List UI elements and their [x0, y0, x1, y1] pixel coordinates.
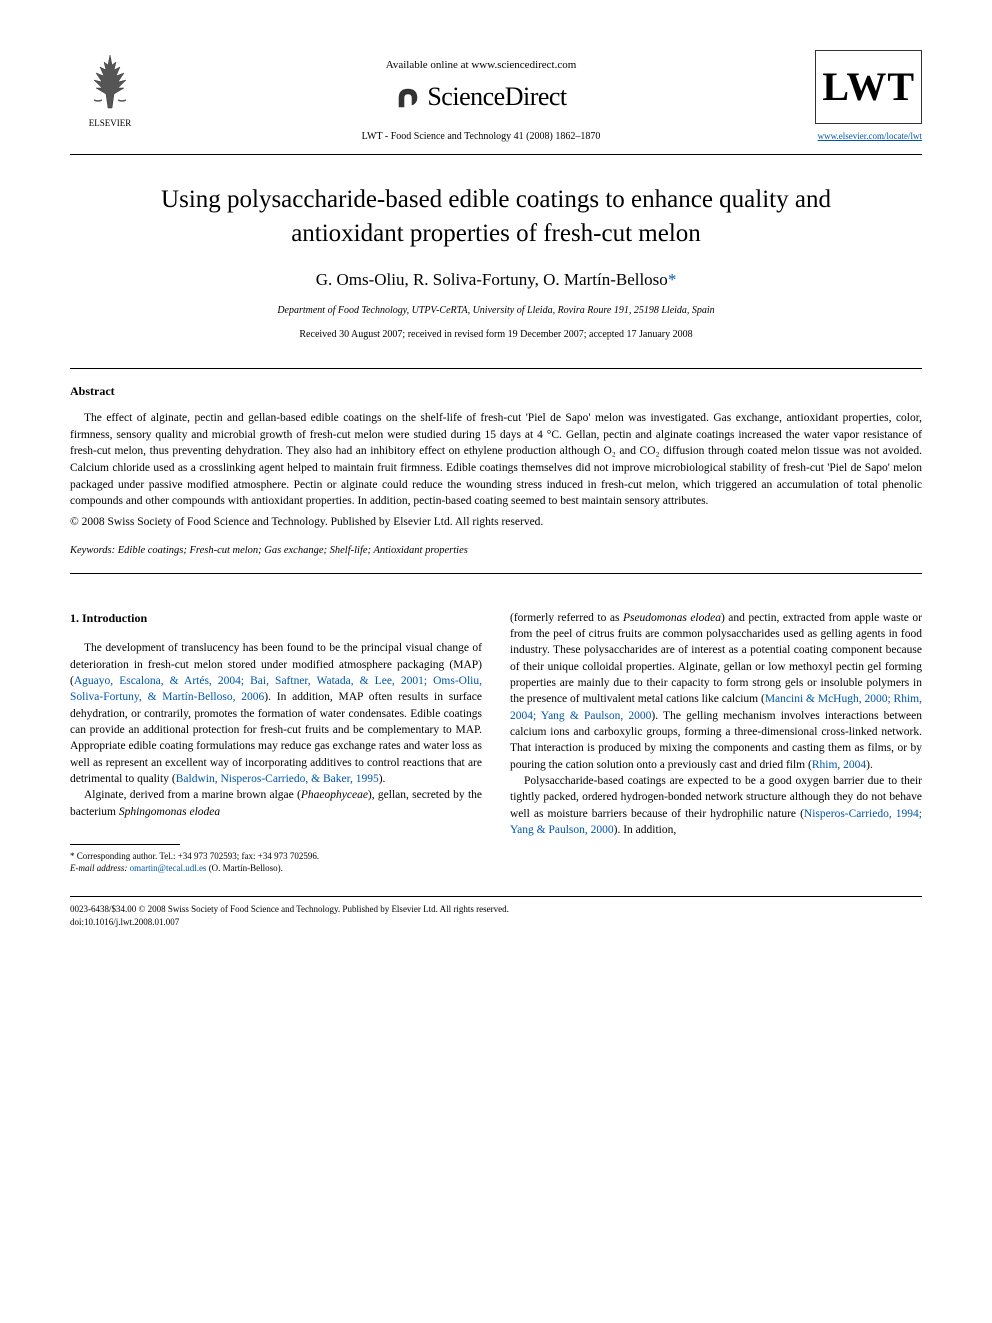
body-paragraph: (formerly referred to as Pseudomonas elo… [510, 610, 922, 773]
corresponding-author-note: * Corresponding author. Tel.: +34 973 70… [70, 850, 482, 862]
bottom-rule [70, 896, 922, 897]
article-title: Using polysaccharide-based edible coatin… [70, 183, 922, 251]
abstract-bottom-divider [70, 573, 922, 574]
footnote-block: * Corresponding author. Tel.: +34 973 70… [70, 850, 482, 874]
affiliation: Department of Food Technology, UTPV-CeRT… [70, 304, 922, 318]
body-paragraph: The development of translucency has been… [70, 640, 482, 787]
email-label: E-mail address: [70, 863, 127, 873]
email-line: E-mail address: omartin@tecal.udl.es (O.… [70, 862, 482, 874]
abstract-body: The effect of alginate, pectin and gella… [70, 410, 922, 510]
journal-url-link[interactable]: www.elsevier.com/locate/lwt [812, 130, 922, 143]
abstract-heading: Abstract [70, 383, 922, 400]
lwt-logo: LWT [815, 50, 922, 124]
keywords-line: Keywords: Edible coatings; Fresh-cut mel… [70, 544, 922, 559]
body-paragraph: Alginate, derived from a marine brown al… [70, 787, 482, 820]
publisher-logo: ELSEVIER [70, 50, 150, 129]
sciencedirect-logo: ScienceDirect [150, 79, 812, 115]
header-divider [70, 154, 922, 155]
email-address-link[interactable]: omartin@tecal.udl.es [130, 863, 207, 873]
sciencedirect-icon [395, 85, 421, 111]
abstract-copyright: © 2008 Swiss Society of Food Science and… [70, 514, 922, 530]
species-name: Pseudomonas elodea [623, 612, 721, 624]
issn-line: 0023-6438/$34.00 © 2008 Swiss Society of… [70, 903, 922, 915]
keywords-label: Keywords: [70, 545, 115, 556]
publisher-name: ELSEVIER [70, 117, 150, 130]
left-column: 1. Introduction The development of trans… [70, 610, 482, 875]
elsevier-tree-icon [80, 50, 140, 110]
footnote-rule [70, 844, 180, 845]
journal-logo-box: LWT www.elsevier.com/locate/lwt [812, 50, 922, 143]
body-columns: 1. Introduction The development of trans… [70, 610, 922, 875]
page-header: ELSEVIER Available online at www.science… [70, 50, 922, 144]
authors-line: G. Oms-Oliu, R. Soliva-Fortuny, O. Martí… [70, 268, 922, 292]
citation-link[interactable]: Baldwin, Nisperos-Carriedo, & Baker, 199… [176, 773, 379, 785]
issn-block: 0023-6438/$34.00 © 2008 Swiss Society of… [70, 903, 922, 927]
sciencedirect-text: ScienceDirect [427, 79, 566, 115]
species-name: Phaeophyceae [301, 789, 368, 801]
citation-link[interactable]: Rhim, 2004 [812, 759, 866, 771]
center-header: Available online at www.sciencedirect.co… [150, 50, 812, 144]
journal-reference: LWT - Food Science and Technology 41 (20… [150, 130, 812, 144]
authors-text: G. Oms-Oliu, R. Soliva-Fortuny, O. Martí… [316, 270, 668, 289]
keywords-text: Edible coatings; Fresh-cut melon; Gas ex… [118, 545, 468, 556]
species-name: Sphingomonas elodea [119, 806, 220, 818]
abstract-top-divider [70, 368, 922, 369]
corresponding-star: * [668, 270, 677, 289]
doi-line: doi:10.1016/j.lwt.2008.01.007 [70, 916, 922, 928]
body-paragraph: Polysaccharide-based coatings are expect… [510, 773, 922, 838]
section-heading: 1. Introduction [70, 610, 482, 627]
available-online-text: Available online at www.sciencedirect.co… [150, 58, 812, 73]
abstract-text: The effect of alginate, pectin and gella… [70, 410, 922, 510]
right-column: (formerly referred to as Pseudomonas elo… [510, 610, 922, 875]
article-dates: Received 30 August 2007; received in rev… [70, 328, 922, 342]
email-author-name: (O. Martín-Belloso). [209, 863, 283, 873]
